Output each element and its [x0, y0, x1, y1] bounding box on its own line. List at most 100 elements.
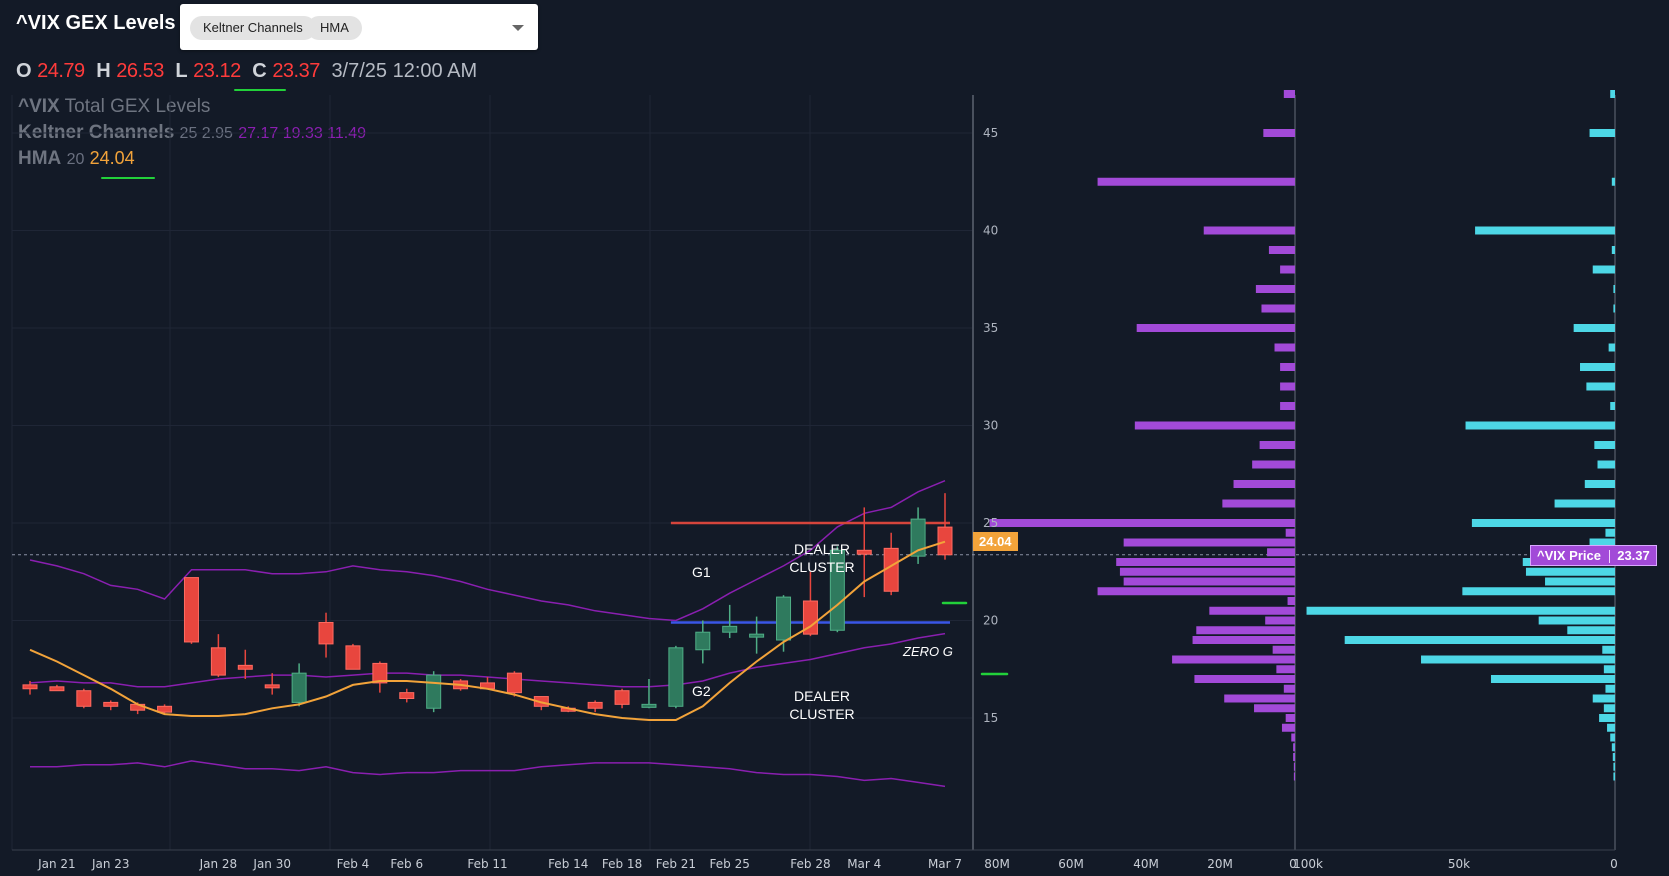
legend-hma-name: HMA [18, 148, 62, 169]
oi-tick-label: 0 [1610, 857, 1618, 871]
candle-body [749, 633, 765, 638]
gex-bar [1280, 382, 1295, 391]
candle-body [372, 662, 388, 684]
oi-bar [1607, 723, 1615, 732]
gex-bar [1123, 538, 1295, 547]
keltner-lower-line [30, 760, 946, 788]
oi-bar [1471, 519, 1615, 527]
legend-hma[interactable]: HMA 20 24.04 [18, 148, 135, 170]
chip-hma[interactable]: HMA [307, 16, 362, 40]
candle-body [291, 672, 307, 703]
x-tick-label: Jan 28 [199, 857, 238, 871]
candle-body [49, 686, 65, 692]
x-tick-label: Mar 7 [928, 857, 962, 871]
candle-body [103, 701, 119, 707]
gex-bar [1209, 606, 1295, 615]
candle-body [856, 549, 872, 555]
keltner-channel-lines [29, 480, 946, 788]
indicator-selector[interactable]: Keltner Channels HMA [180, 4, 538, 50]
oi-bar [1608, 343, 1615, 352]
legend-gex-symbol: ^VIX [18, 96, 60, 117]
candle-body [695, 631, 711, 651]
price-tick-label: 15 [983, 711, 998, 725]
gex-bar [1224, 694, 1295, 703]
candle-body [910, 518, 926, 557]
gex-tick-label: 20M [1207, 857, 1233, 871]
open-label: O [16, 60, 32, 82]
hma-price-badge: 24.04 [973, 531, 1018, 551]
oi-bar [1306, 606, 1615, 615]
x-tick-label: Mar 4 [847, 857, 881, 871]
gex-bar [1123, 577, 1295, 586]
dealer-cluster-lower-line2: CLUSTER [789, 706, 854, 722]
x-tick-label: Feb 28 [790, 857, 830, 871]
gex-bar [1252, 460, 1295, 469]
oi-bar [1586, 382, 1615, 391]
gex-bar [1222, 499, 1295, 508]
oi-bar [1613, 304, 1615, 313]
price-tick-label: 30 [983, 419, 998, 433]
oi-bar [1611, 743, 1615, 752]
gex-bar [1291, 733, 1295, 742]
candle-body [829, 549, 845, 631]
chip-keltner-channels[interactable]: Keltner Channels [190, 16, 316, 40]
oi-bar [1611, 246, 1615, 254]
x-tick-label: Feb 11 [467, 857, 507, 871]
oi-bar [1490, 675, 1615, 683]
gex-bar [1134, 421, 1295, 430]
oi-bar [1613, 285, 1615, 293]
x-tick-label: Feb 21 [656, 857, 696, 871]
candle-body [802, 600, 818, 635]
hma-line [29, 540, 946, 721]
candle-body [641, 703, 657, 708]
candle-body [183, 577, 199, 643]
gex-bar [1283, 90, 1295, 98]
chart-title: ^VIX GEX Levels [16, 12, 176, 34]
chevron-down-icon[interactable] [512, 25, 524, 31]
oi-bar [1597, 460, 1615, 469]
dealer-cluster-lower-line1: DEALER [794, 688, 850, 704]
dealer-cluster-upper-line2: CLUSTER [789, 559, 854, 575]
candle-body [937, 526, 953, 556]
zero-g-label: ZERO G [902, 644, 953, 659]
candle-body [506, 672, 522, 694]
gex-tick-label: 80M [984, 857, 1010, 871]
gex-bar [1263, 129, 1295, 137]
gex-bar [989, 519, 1295, 527]
oi-bar [1554, 499, 1615, 508]
gex-bar [1293, 772, 1295, 781]
oi-axis-labels: 100k 50k 0 [1293, 857, 1618, 871]
oi-bar [1610, 90, 1615, 98]
oi-bar [1589, 538, 1615, 547]
gex-bar [1283, 684, 1295, 693]
oi-bar [1610, 733, 1615, 742]
oi-bar [1594, 441, 1615, 449]
gex-tick-label: 60M [1058, 857, 1084, 871]
gex-bar [1280, 363, 1295, 371]
x-tick-label: Feb 4 [337, 857, 370, 871]
gex-bar [1196, 626, 1295, 635]
gex-bar [1285, 528, 1295, 537]
gex-tick-label: 0 [1289, 857, 1297, 871]
candle-body [157, 705, 173, 713]
gex-bar [1261, 304, 1295, 313]
candle-body [76, 690, 92, 707]
low-label: L [175, 60, 188, 82]
x-tick-label: Jan 30 [252, 857, 291, 871]
oi-bar [1612, 753, 1615, 761]
gex-bar [1097, 587, 1295, 596]
price-tick-label: 40 [983, 224, 998, 238]
x-tick-label: Feb 25 [710, 857, 750, 871]
oi-bar [1603, 665, 1615, 674]
oi-bar [1465, 421, 1615, 430]
close-label: C [252, 60, 267, 82]
x-axis-labels: Jan 21 Jan 23 Jan 28 Jan 30 Feb 4 Feb 6 Feb 11… [37, 857, 962, 871]
candle-body [399, 692, 415, 700]
gex-bar [1272, 645, 1295, 654]
candle-body [264, 684, 280, 689]
gex-bar [1280, 265, 1295, 274]
legend-gex[interactable]: ^VIX Total GEX Levels [18, 96, 210, 118]
high-value: 26.53 [116, 60, 164, 82]
gex-bar [1194, 675, 1295, 683]
